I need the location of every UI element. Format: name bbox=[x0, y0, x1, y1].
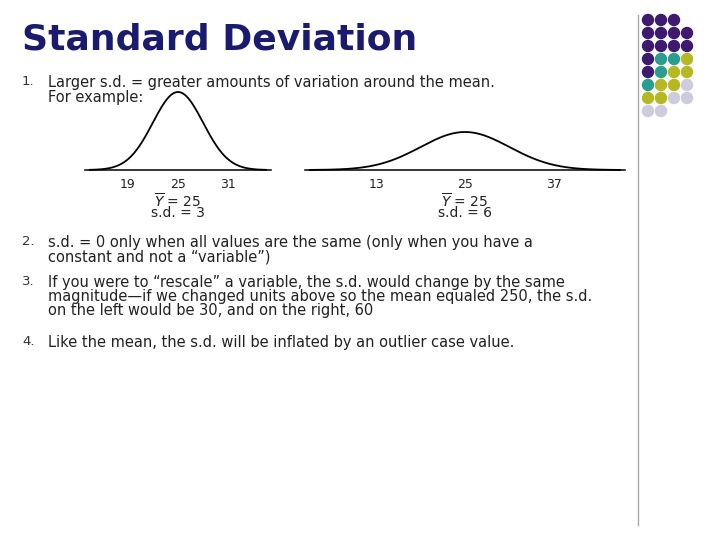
Circle shape bbox=[668, 53, 680, 64]
Text: 2.: 2. bbox=[22, 235, 35, 248]
Circle shape bbox=[682, 79, 693, 91]
Text: s.d. = 3: s.d. = 3 bbox=[151, 206, 205, 220]
Circle shape bbox=[642, 66, 654, 78]
Circle shape bbox=[655, 15, 667, 25]
Text: 25: 25 bbox=[170, 178, 186, 191]
Circle shape bbox=[655, 105, 667, 117]
Circle shape bbox=[668, 28, 680, 38]
Circle shape bbox=[655, 40, 667, 51]
Circle shape bbox=[682, 53, 693, 64]
Text: Standard Deviation: Standard Deviation bbox=[22, 22, 418, 56]
Circle shape bbox=[655, 28, 667, 38]
Circle shape bbox=[668, 79, 680, 91]
Circle shape bbox=[682, 66, 693, 78]
Text: 25: 25 bbox=[457, 178, 473, 191]
Text: Like the mean, the s.d. will be inflated by an outlier case value.: Like the mean, the s.d. will be inflated… bbox=[48, 335, 514, 350]
Text: 37: 37 bbox=[546, 178, 562, 191]
Circle shape bbox=[642, 53, 654, 64]
Circle shape bbox=[682, 28, 693, 38]
Circle shape bbox=[642, 105, 654, 117]
Circle shape bbox=[642, 28, 654, 38]
Text: 4.: 4. bbox=[22, 335, 35, 348]
Text: 13: 13 bbox=[369, 178, 384, 191]
Circle shape bbox=[668, 15, 680, 25]
Circle shape bbox=[642, 40, 654, 51]
Text: s.d. = 0 only when all values are the same (only when you have a: s.d. = 0 only when all values are the sa… bbox=[48, 235, 533, 250]
Text: on the left would be 30, and on the right, 60: on the left would be 30, and on the righ… bbox=[48, 303, 373, 318]
Text: Larger s.d. = greater amounts of variation around the mean.: Larger s.d. = greater amounts of variati… bbox=[48, 75, 495, 90]
Circle shape bbox=[655, 79, 667, 91]
Text: $\overline{Y}$ = 25: $\overline{Y}$ = 25 bbox=[441, 192, 489, 210]
Circle shape bbox=[682, 40, 693, 51]
Text: $\overline{Y}$ = 25: $\overline{Y}$ = 25 bbox=[154, 192, 202, 210]
Text: For example:: For example: bbox=[48, 90, 143, 105]
Text: constant and not a “variable”): constant and not a “variable”) bbox=[48, 249, 271, 264]
Text: 31: 31 bbox=[220, 178, 236, 191]
Circle shape bbox=[668, 92, 680, 104]
Text: If you were to “rescale” a variable, the s.d. would change by the same: If you were to “rescale” a variable, the… bbox=[48, 275, 565, 290]
Text: 3.: 3. bbox=[22, 275, 35, 288]
Text: 19: 19 bbox=[120, 178, 135, 191]
Circle shape bbox=[668, 66, 680, 78]
Circle shape bbox=[642, 15, 654, 25]
Text: s.d. = 6: s.d. = 6 bbox=[438, 206, 492, 220]
Circle shape bbox=[655, 66, 667, 78]
Circle shape bbox=[682, 92, 693, 104]
Circle shape bbox=[642, 92, 654, 104]
Circle shape bbox=[642, 79, 654, 91]
Circle shape bbox=[655, 53, 667, 64]
Text: 1.: 1. bbox=[22, 75, 35, 88]
Text: magnitude—if we changed units above so the mean equaled 250, the s.d.: magnitude—if we changed units above so t… bbox=[48, 289, 593, 304]
Circle shape bbox=[668, 40, 680, 51]
Circle shape bbox=[655, 92, 667, 104]
